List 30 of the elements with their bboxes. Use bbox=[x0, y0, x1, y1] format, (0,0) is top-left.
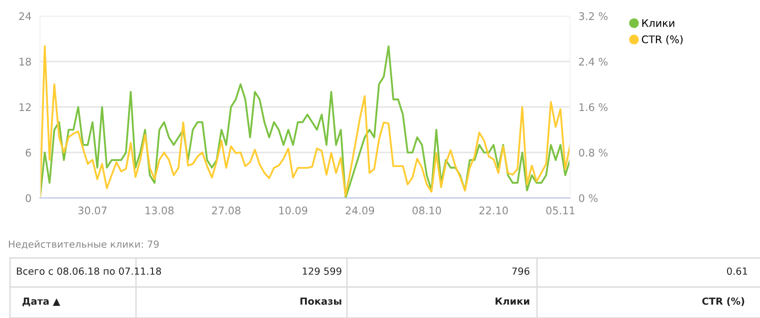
y2-tick-label: 2.4 % bbox=[579, 58, 608, 66]
y2-tick-label: 0.8 % bbox=[579, 148, 608, 157]
y-tick-label: 12 bbox=[20, 103, 31, 111]
y-tick-label: 0 bbox=[26, 194, 31, 202]
x-tick-label: 08.10 bbox=[412, 206, 441, 214]
x-tick-label: 13.08 bbox=[146, 206, 174, 214]
text: Всего с 08.06.18 по 07.11.18 bbox=[16, 267, 161, 275]
text: 0.61 bbox=[726, 267, 748, 275]
y2-tick-label: 1.6 % bbox=[579, 103, 608, 112]
text: 129 599 bbox=[302, 267, 342, 275]
text: 796 bbox=[512, 267, 530, 275]
text: Клики bbox=[496, 298, 530, 305]
y2-tick-label: 0 % bbox=[579, 194, 598, 202]
legend-label: CTR (%) bbox=[642, 35, 683, 45]
text: CTR (%) bbox=[702, 297, 744, 306]
x-tick-label: 27.08 bbox=[212, 206, 240, 214]
x-tick-label: 24.09 bbox=[346, 206, 374, 214]
y-tick-label: 6 bbox=[26, 148, 32, 157]
legend-label: Клики bbox=[642, 19, 674, 27]
y2-tick-label: 3.2 % bbox=[579, 12, 608, 20]
text: Показы bbox=[300, 298, 342, 305]
y-tick-label: 18 bbox=[20, 58, 31, 66]
x-tick-label: 22.10 bbox=[479, 206, 508, 214]
y-tick-label: 24 bbox=[19, 12, 32, 20]
x-tick-label: 30.07 bbox=[78, 206, 107, 214]
x-tick-label: 05.11 bbox=[546, 206, 574, 214]
text: Дата ▲ bbox=[22, 298, 60, 306]
text: Недействительные клики: 79 bbox=[8, 240, 159, 250]
x-tick-label: 10.09 bbox=[279, 206, 308, 214]
line-series bbox=[40, 45, 570, 198]
